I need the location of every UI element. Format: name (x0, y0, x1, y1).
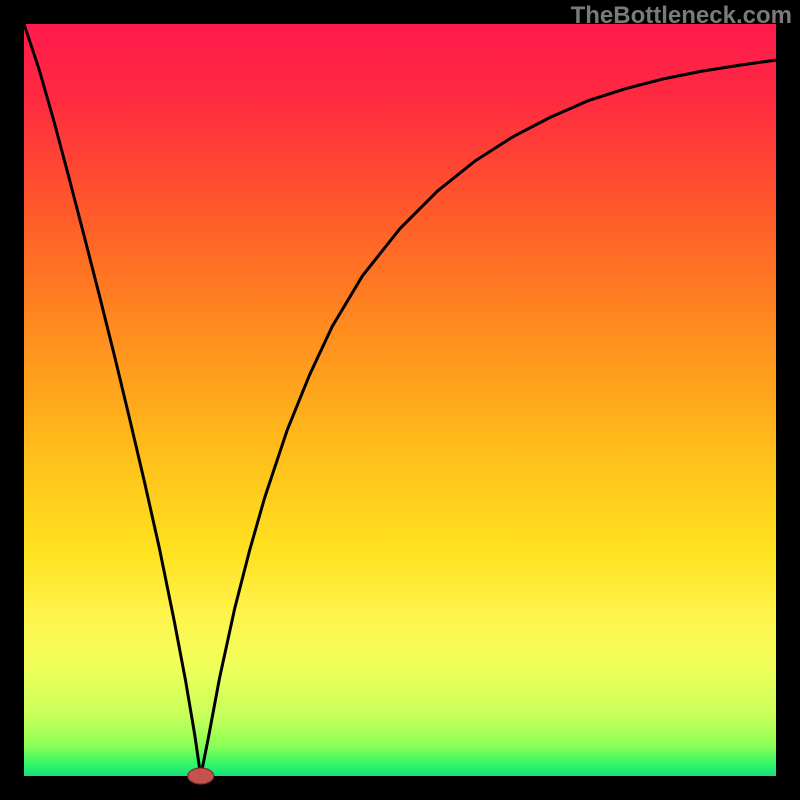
chart-container: TheBottleneck.com (0, 0, 800, 800)
plot-area (24, 24, 776, 776)
bottleneck-chart (0, 0, 800, 800)
minimum-marker (188, 768, 214, 784)
